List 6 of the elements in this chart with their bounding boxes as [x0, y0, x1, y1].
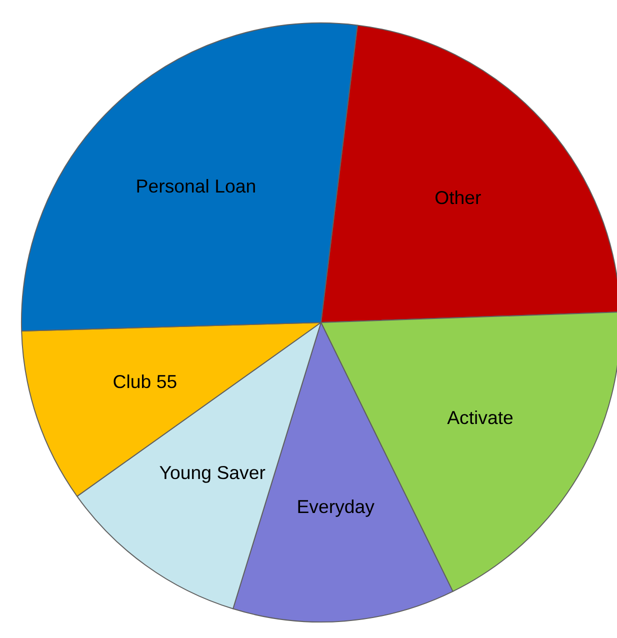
slice-label: Personal Loan — [136, 175, 256, 196]
slice-label: Everyday — [296, 496, 376, 518]
slice-label: Activate — [447, 407, 514, 428]
slice-label: Club 55 — [112, 370, 178, 392]
slice-label: Young Saver — [159, 462, 266, 483]
slice-label: Other — [434, 187, 482, 208]
